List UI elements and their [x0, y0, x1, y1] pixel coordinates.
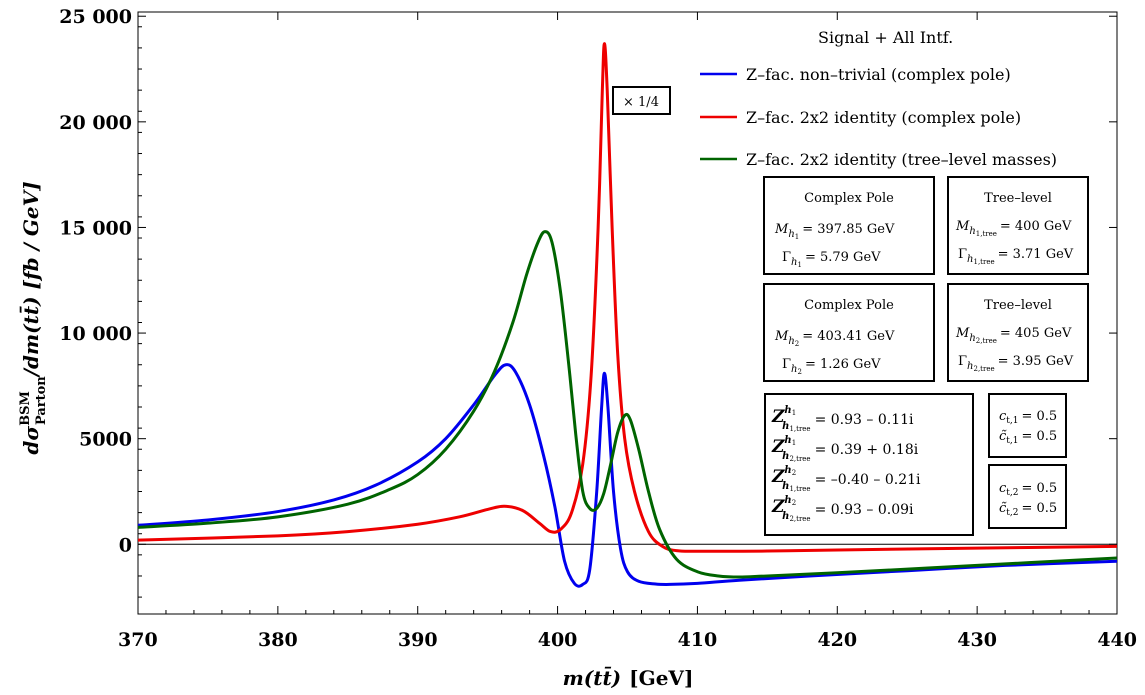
x-axis-label-main: m(tt̄) — [563, 665, 622, 690]
coupling-row: ct,1 = 0.5 — [999, 409, 1057, 426]
y-tick-label: 15 000 — [59, 217, 132, 239]
coupling-row: c̃t,1 = 0.5 — [999, 429, 1057, 446]
info-box-title: Complex Pole — [804, 191, 894, 206]
width-line: Γh1,tree = 3.71 GeV — [958, 247, 1074, 266]
legend-entry-blue: Z–fac. non–trivial (complex pole) — [746, 65, 1011, 84]
mass-line: Mh1,tree = 400 GeV — [955, 219, 1072, 238]
svg-text:dσBSMParton/dm(tt̄) [fb / GeV]: dσBSMParton/dm(tt̄) [fb / GeV] — [18, 181, 49, 454]
info-box-h2-tree: Tree–level Mh2,tree = 405 GeV Γh2,tree = 3… — [947, 283, 1089, 382]
x-tick-label: 380 — [258, 629, 298, 651]
mass-line: Mh1 = 397.85 GeV — [774, 222, 895, 241]
info-box-h2-complex: Complex Pole Mh2 = 403.41 GeV Γh2 = 1.26 G… — [763, 283, 935, 382]
y-axis-label: dσBSMParton/dm(tt̄) [fb / GeV] — [18, 181, 49, 454]
x-tick-label: 400 — [538, 629, 578, 651]
width-line: Γh2,tree = 3.95 GeV — [958, 354, 1074, 373]
info-box-h1-complex: Complex Pole Mh1 = 397.85 GeV Γh1 = 5.79 G… — [763, 176, 935, 275]
x-axis-label: m(tt̄) [GeV] — [563, 665, 694, 690]
info-box-title: Complex Pole — [804, 298, 894, 313]
x-axis-label-unit: [GeV] — [629, 666, 693, 690]
x-tick-label: 390 — [398, 629, 438, 651]
y-tick-label: 5000 — [79, 429, 132, 451]
info-box-h1-tree: Tree–level Mh1,tree = 400 GeV Γh1,tree = 3… — [947, 176, 1089, 275]
width-line: Γh1 = 5.79 GeV — [782, 250, 881, 269]
y-tick-label: 0 — [119, 534, 132, 556]
legend-entry-green: Z–fac. 2x2 identity (tree–level masses) — [746, 150, 1057, 169]
x-tick-label: 430 — [957, 629, 997, 651]
plot-frame — [137, 11, 1118, 615]
coupling-row: ct,2 = 0.5 — [999, 481, 1057, 498]
series-line-blue — [137, 363, 1118, 588]
legend-entry-red: Z–fac. 2x2 identity (complex pole) — [746, 108, 1021, 127]
mass-line: Mh2,tree = 405 GeV — [955, 326, 1072, 345]
y-axis-label-rest: /dm(tt̄) [fb / GeV] — [18, 181, 43, 378]
scale-annotation-box — [612, 86, 671, 115]
legend-title: Signal + All Intf. — [818, 28, 953, 47]
scale-annotation: × 1/4 — [623, 95, 659, 110]
series-curves — [137, 42, 1118, 588]
y-tick-label: 25 000 — [59, 6, 132, 28]
z-factor-row: Zh2 h2,tree= 0.93 – 0.09i — [771, 495, 914, 523]
mass-line: Mh2 = 403.41 GeV — [774, 329, 895, 348]
z-factor-row: Zh1 h2,tree= 0.39 + 0.18i — [771, 435, 919, 463]
y-tick-label: 20 000 — [59, 112, 132, 134]
width-line: Γh2 = 1.26 GeV — [782, 357, 881, 376]
x-tick-label: 370 — [118, 629, 158, 651]
axis-ticks: 370 380 390 400 410 420 430 440 0 5000 10 000 15 00… — [59, 6, 1137, 651]
x-tick-label: 440 — [1097, 629, 1137, 651]
couplings-box-2: ct,2 = 0.5 c̃t,2 = 0.5 — [988, 464, 1067, 529]
info-box-title: Tree–level — [984, 191, 1052, 206]
x-tick-label: 420 — [817, 629, 857, 651]
y-axis-label-sub: Parton — [34, 376, 49, 425]
coupling-row: c̃t,2 = 0.5 — [999, 501, 1057, 518]
series-line-red — [137, 42, 1118, 553]
couplings-box-1: ct,1 = 0.5 c̃t,1 = 0.5 — [988, 393, 1067, 458]
legend: Z–fac. non–trivial (complex pole) Z–fac.… — [700, 65, 1057, 169]
info-box-title: Tree–level — [984, 298, 1052, 313]
series-line-green — [137, 230, 1118, 579]
y-axis-label-sup: BSM — [18, 391, 33, 426]
y-axis-label-main: dσ — [19, 426, 43, 455]
z-factor-row: Zh1 h1,tree= 0.93 – 0.11i — [771, 405, 914, 433]
y-tick-label: 10 000 — [59, 323, 132, 345]
z-factor-row: Zh2 h1,tree= –0.40 – 0.21i — [771, 465, 921, 493]
x-tick-label: 410 — [678, 629, 718, 651]
